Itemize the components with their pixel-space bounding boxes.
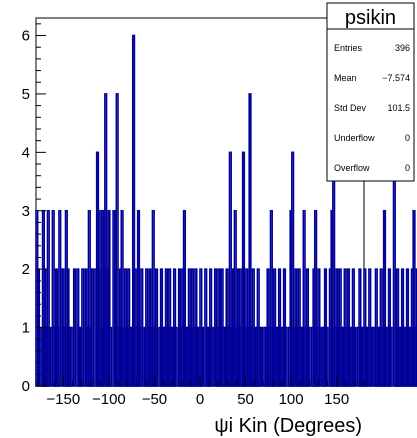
histogram-bin [228,151,232,387]
histogram-bin [269,209,273,387]
histogram-bin [115,93,119,387]
histogram-bin [412,209,416,387]
histogram-bin [200,326,205,387]
histogram-bin [389,326,393,387]
y-tick-label: 3 [22,203,30,220]
histogram-bin [140,268,144,387]
histogram-bin [51,209,55,387]
x-axis-title: ψi Kin (Degrees) [214,415,362,437]
histogram-bin [120,209,124,387]
histogram-bars [35,34,417,387]
histogram-bin [136,209,141,387]
x-axis: −150 −100 −50 0 50 100 150 [35,376,365,408]
histogram-bin [248,93,252,387]
x-tick-label: −50 [142,391,167,408]
histogram-bin [325,326,329,387]
histogram-bin [46,209,50,387]
y-tick-label: 6 [22,28,30,45]
x-tick-label: −150 [46,391,80,408]
histogram-bin [99,209,103,387]
histogram-bin [382,209,387,387]
histogram-bin [353,326,357,387]
x-tick-label: −100 [92,391,126,408]
histogram-bin [307,326,311,387]
y-tick-label: 1 [22,320,30,337]
histogram-bin [69,326,73,387]
stats-box-frame [326,2,415,182]
histogram-bin [302,209,306,387]
histogram-bin [90,268,95,387]
histogram-bin [72,268,77,387]
histogram-bin [415,268,417,387]
histogram-bin [131,34,136,387]
histogram-bin [87,209,91,387]
histogram-bin [174,326,178,387]
histogram-bin [182,209,187,387]
histogram-bin [154,268,159,387]
stats-box: psikin Entries 396 Mean −7.574 Std Dev 1… [326,2,415,182]
histogram-bin [233,209,237,387]
stats-label-underflow: Underflow [334,133,375,143]
histogram-bin [210,326,214,387]
x-tick-label: 0 [196,391,204,408]
stats-value-stddev: 101.5 [387,103,410,113]
stats-value-overflow: 0 [405,163,410,173]
y-tick-label: 2 [22,261,30,278]
histogram-bin [259,326,264,387]
histogram-bin [369,326,373,387]
stats-label-overflow: Overflow [334,163,370,173]
y-tick-label: 4 [22,144,30,161]
histogram-bin [81,268,85,387]
y-tick-label: 5 [22,86,30,103]
x-tick-label: 50 [237,391,254,408]
histogram-bin [104,93,108,387]
stats-value-entries: 396 [395,43,410,53]
histogram-bin [284,326,288,387]
histogram-bin [317,268,321,387]
x-tick-label: 150 [324,391,349,408]
stats-label-entries: Entries [334,43,363,53]
histogram-bin [151,209,155,387]
y-axis: 0 1 2 3 4 5 6 [22,23,46,395]
histogram-bin [109,326,113,387]
histogram-bin [241,151,246,387]
stats-value-underflow: 0 [405,133,410,143]
stats-value-mean: −7.574 [382,73,410,83]
stats-box-title: psikin [345,7,396,29]
histogram-bin [313,209,318,387]
y-tick-label: 0 [22,378,30,395]
stats-label-stddev: Std Dev [334,103,367,113]
histogram-bin [58,209,62,387]
x-tick-label: 100 [279,391,304,408]
histogram-bin [48,326,52,387]
stats-label-mean: Mean [334,73,357,83]
histogram-bin [291,151,295,387]
